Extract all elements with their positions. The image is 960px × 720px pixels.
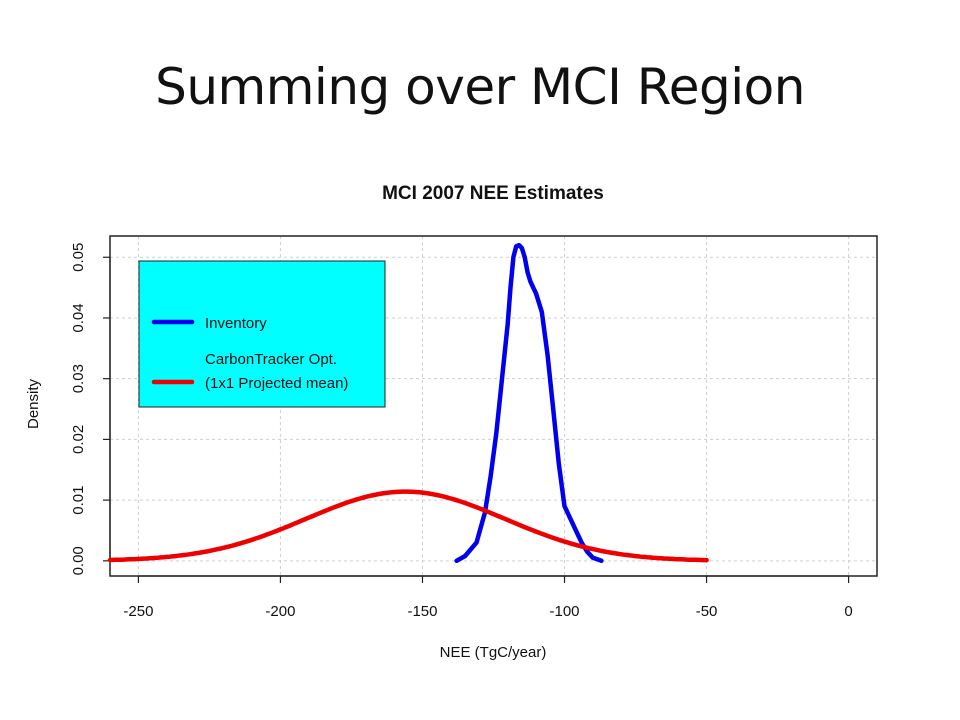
y-axis: 0.00 0.01 0.02 0.03 0.04 0.05 [70,243,111,575]
x-tick-label: -100 [550,603,580,620]
y-tick-label: 0.00 [70,546,87,575]
slide-title: Summing over MCI Region [155,58,805,116]
legend-label-carbontracker-line1: CarbonTracker Opt. [205,351,337,368]
y-tick-label: 0.01 [70,486,87,515]
x-axis: -250 -200 -150 -100 -50 0 [123,575,853,620]
x-axis-label: NEE (TgC/year) [440,644,547,661]
legend-label-inventory: Inventory [205,315,267,332]
x-tick-label: -250 [123,603,153,620]
y-tick-label: 0.03 [70,364,87,393]
x-tick-label: -150 [407,603,437,620]
series-lines [107,242,709,564]
y-tick-label: 0.04 [70,303,87,332]
x-tick-label: -200 [265,603,295,620]
series-line-inventory [454,242,604,564]
y-tick-label: 0.05 [70,243,87,272]
legend-label-carbontracker-line2: (1x1 Projected mean) [205,375,348,392]
y-axis-label: Density [25,378,42,429]
y-tick-label: 0.02 [70,425,87,454]
x-tick-label: -50 [696,603,718,620]
series-line-carbontracker [107,489,709,563]
x-tick-label: 0 [844,603,852,620]
legend: Inventory CarbonTracker Opt. (1x1 Projec… [138,260,386,408]
chart-title: MCI 2007 NEE Estimates [382,183,604,204]
